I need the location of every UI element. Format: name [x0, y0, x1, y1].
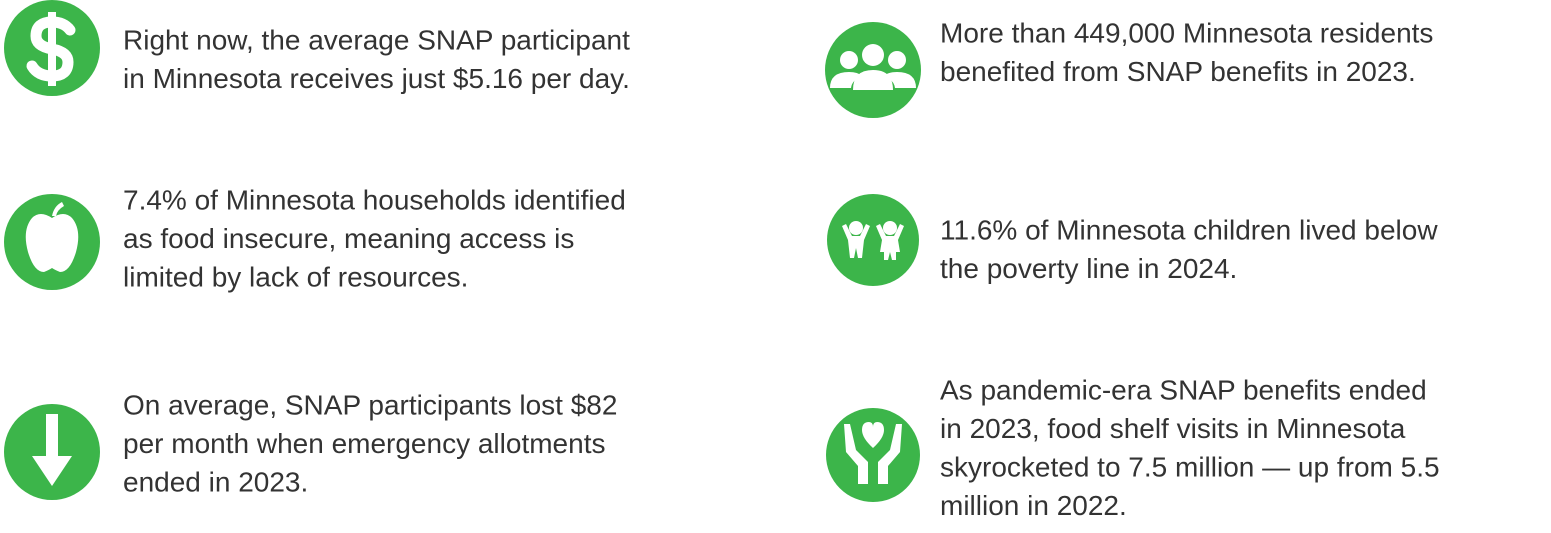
item-text-line: the poverty line in 2024.: [940, 253, 1237, 284]
item-text-line: benefited from SNAP benefits in 2023.: [940, 56, 1416, 87]
item-text-line: million in 2022.: [940, 490, 1127, 521]
item-text-line: in Minnesota receives just $5.16 per day…: [123, 63, 630, 94]
people-icon: [825, 22, 921, 118]
item-text-line: as food insecure, meaning access is: [123, 223, 574, 254]
item-text-line: As pandemic-era SNAP benefits ended: [940, 374, 1427, 405]
item-text-line: skyrocketed to 7.5 million — up from 5.5: [940, 451, 1440, 482]
item-text-line: Right now, the average SNAP participant: [123, 24, 630, 55]
item-text-line: limited by lack of resources.: [123, 261, 468, 292]
item-text-line: per month when emergency allotments: [123, 428, 605, 459]
apple-icon: [4, 194, 100, 290]
hands-heart-icon: [826, 408, 920, 502]
item-text-line: 7.4% of Minnesota households identified: [123, 184, 626, 215]
item-text-line: On average, SNAP participants lost $82: [123, 389, 617, 420]
dollar-icon: [4, 0, 100, 96]
item-text-line: More than 449,000 Minnesota residents: [940, 17, 1433, 48]
item-text-line: 11.6% of Minnesota children lived below: [940, 214, 1438, 245]
children-icon: [827, 194, 919, 286]
arrow-down-icon: [4, 404, 100, 500]
item-text-line: ended in 2023.: [123, 466, 308, 497]
item-text-line: in 2023, food shelf visits in Minnesota: [940, 413, 1406, 444]
